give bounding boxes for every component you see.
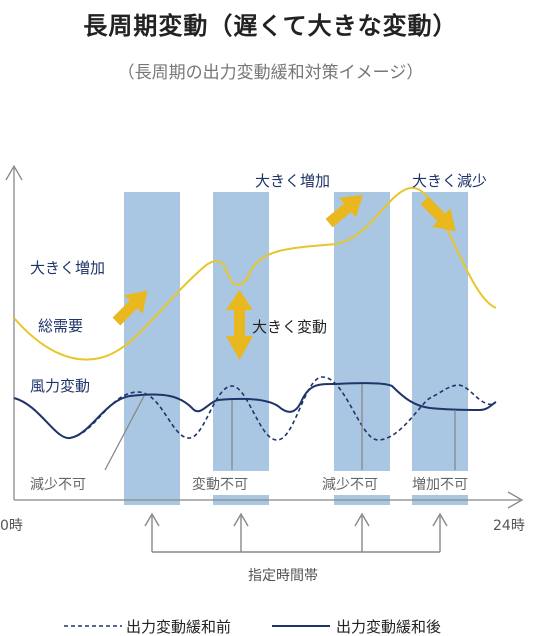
label-big-change: 大きく変動 xyxy=(252,318,327,336)
constraint-pointers xyxy=(104,384,456,471)
designated-period-bracket xyxy=(144,512,448,553)
axis-start-label: 0時 xyxy=(0,518,23,534)
designated-period-label: 指定時間帯 xyxy=(248,568,318,584)
wind-curve-before xyxy=(13,376,496,441)
legend-before-label: 出力変動緩和前 xyxy=(126,618,231,636)
axes xyxy=(5,164,524,509)
arrow-down-icon xyxy=(420,196,456,232)
constraint-label-2: 変動不可 xyxy=(192,476,248,493)
constraint-label-4: 増加不可 xyxy=(412,477,468,493)
constraint-label-1: 減少不可 xyxy=(30,476,86,493)
axis-end-label: 24時 xyxy=(493,518,525,534)
label-big-increase-top: 大きく増加 xyxy=(255,172,330,190)
label-big-decrease: 大きく減少 xyxy=(412,172,487,190)
time-band-1 xyxy=(124,192,180,505)
page-subtitle: （長周期の出力変動緩和対策イメージ） xyxy=(117,63,424,83)
label-demand: 総需要 xyxy=(38,317,83,335)
legend-after-label: 出力変動緩和後 xyxy=(336,618,441,636)
legend: 出力変動緩和前 出力変動緩和後 xyxy=(64,618,441,636)
yellow-arrows xyxy=(112,194,456,360)
demand-curve xyxy=(13,186,497,361)
time-band-4 xyxy=(412,192,468,505)
label-wind: 風力変動 xyxy=(30,377,90,395)
arrow-up-top-icon xyxy=(325,194,363,228)
double-vertical-arrow-icon xyxy=(226,290,253,360)
wind-curve-after xyxy=(13,382,497,439)
arrow-up-left-icon xyxy=(112,290,148,326)
label-big-increase-left: 大きく増加 xyxy=(30,259,105,277)
constraint-label-3: 減少不可 xyxy=(322,476,378,493)
page-title: 長周期変動（遅くて大きな変動） xyxy=(83,12,458,40)
